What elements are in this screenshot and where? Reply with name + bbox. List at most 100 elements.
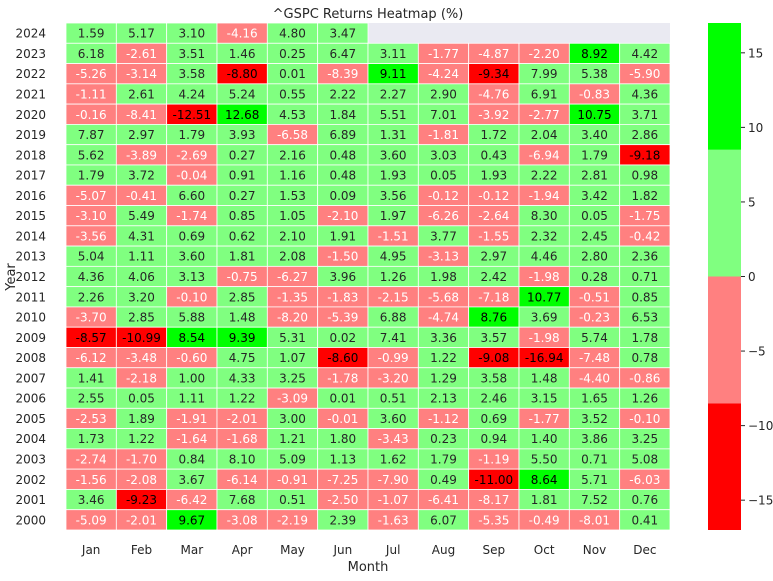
colorbar-tick-label: 0	[748, 270, 756, 284]
x-axis-label: Month	[348, 560, 389, 575]
cell-value-label: -1.64	[176, 432, 207, 446]
cell-value-label: 2.46	[480, 392, 507, 406]
cell-value-label: 5.88	[178, 311, 205, 325]
cell-value-label: -0.16	[76, 108, 107, 122]
cell-value-label: 0.69	[178, 229, 205, 243]
cell-value-label: 6.88	[380, 311, 407, 325]
cell-value-label: -1.74	[176, 209, 207, 223]
cell-value-label: 8.92	[581, 47, 608, 61]
cell-value-label: -0.99	[378, 351, 409, 365]
cell-value-label: -2.01	[126, 513, 157, 527]
cell-value-label: 0.49	[430, 473, 457, 487]
y-tick-label: 2001	[15, 493, 46, 507]
cell-value-label: -5.07	[76, 189, 107, 203]
cell-value-label: 1.73	[78, 432, 105, 446]
cell-value-label: 1.22	[128, 432, 155, 446]
cell-value-label: 2.97	[128, 128, 155, 142]
cell-value-label: 3.58	[178, 67, 205, 81]
cell-value-label: -0.86	[629, 371, 660, 385]
heatmap-cell-labels: 1.59 5.17 3.10 -4.16 4.80 3.47 6.18 -2.61 3.51 1.…	[76, 27, 661, 528]
y-tick-label: 2015	[15, 209, 46, 223]
cell-value-label: 5.71	[581, 473, 608, 487]
cell-value-label: 1.65	[581, 392, 608, 406]
y-tick-label: 2019	[15, 128, 46, 142]
y-tick-label: 2021	[15, 87, 46, 101]
cell-value-label: 3.67	[178, 473, 205, 487]
cell-value-label: -6.41	[428, 493, 459, 507]
cell-value-label: 0.02	[329, 331, 356, 345]
cell-value-label: 4.46	[531, 250, 558, 264]
cell-value-label: 2.32	[531, 229, 558, 243]
colorbar-tick-label: −5	[748, 345, 766, 359]
cell-value-label: 5.31	[279, 331, 306, 345]
cell-value-label: -1.83	[327, 290, 358, 304]
cell-value-label: 2.61	[128, 87, 155, 101]
heatmap-cells	[65, 22, 671, 531]
cell-value-label: 0.25	[279, 47, 306, 61]
cell-value-label: -1.70	[126, 453, 157, 467]
cell-value-label: 7.01	[430, 108, 457, 122]
colorbar-tick-label: −15	[748, 494, 773, 508]
cell-value-label: 2.80	[581, 250, 608, 264]
cell-value-label: -1.12	[428, 412, 459, 426]
cell-value-label: 6.18	[78, 47, 105, 61]
cell-value-label: 1.29	[430, 371, 457, 385]
cell-value-label: 2.42	[480, 270, 507, 284]
cell-value-label: 2.26	[78, 290, 105, 304]
cell-value-label: 1.21	[279, 432, 306, 446]
cell-value-label: -5.26	[76, 67, 107, 81]
cell-value-label: 2.86	[631, 128, 658, 142]
cell-value-label: -6.12	[76, 351, 107, 365]
y-tick-label: 2011	[15, 290, 46, 304]
cell-value-label: 12.68	[225, 108, 259, 122]
cell-value-label: 0.85	[229, 209, 256, 223]
cell-value-label: 4.31	[128, 229, 155, 243]
cell-value-label: 0.01	[279, 67, 306, 81]
cell-value-label: 3.93	[229, 128, 256, 142]
cell-value-label: -6.42	[176, 493, 207, 507]
cell-value-label: 6.91	[531, 87, 558, 101]
cell-value-label: 0.27	[229, 148, 256, 162]
y-tick-label: 2006	[15, 392, 46, 406]
cell-value-label: -5.39	[327, 311, 358, 325]
heatmap-cell	[619, 509, 671, 531]
cell-value-label: -3.08	[227, 513, 258, 527]
cell-value-label: -0.12	[428, 189, 459, 203]
cell-value-label: -9.18	[629, 148, 660, 162]
cell-value-label: 7.41	[380, 331, 407, 345]
cell-value-label: -3.48	[126, 351, 157, 365]
cell-value-label: 2.81	[581, 169, 608, 183]
cell-value-label: 2.10	[279, 229, 306, 243]
colorbar-segment	[708, 23, 741, 150]
cell-value-label: -4.24	[428, 67, 459, 81]
colorbar-tick-label: 5	[748, 195, 756, 209]
cell-value-label: -1.56	[76, 473, 107, 487]
cell-value-label: 1.81	[531, 493, 558, 507]
cell-value-label: -3.20	[378, 371, 409, 385]
cell-value-label: 3.46	[78, 493, 105, 507]
colorbar-segment	[708, 149, 741, 277]
cell-value-label: -1.51	[378, 229, 409, 243]
cell-value-label: -6.58	[277, 128, 308, 142]
cell-value-label: 5.50	[531, 453, 558, 467]
y-tick-label: 2008	[15, 351, 46, 365]
cell-value-label: -8.01	[579, 513, 610, 527]
cell-value-label: -0.75	[227, 270, 258, 284]
cell-value-label: 3.60	[380, 148, 407, 162]
cell-value-label: 3.11	[380, 47, 407, 61]
cell-value-label: -4.74	[428, 311, 459, 325]
cell-value-label: 4.33	[229, 371, 256, 385]
cell-value-label: 3.51	[178, 47, 205, 61]
cell-value-label: -9.08	[478, 351, 509, 365]
cell-value-label: 1.41	[78, 371, 105, 385]
cell-value-label: 3.57	[480, 331, 507, 345]
cell-value-label: -8.17	[478, 493, 509, 507]
y-tick-label: 2009	[15, 331, 46, 345]
cell-value-label: 3.42	[581, 189, 608, 203]
cell-value-label: 2.85	[229, 290, 256, 304]
cell-value-label: 8.30	[531, 209, 558, 223]
cell-value-label: 3.69	[531, 311, 558, 325]
cell-value-label: 10.75	[577, 108, 611, 122]
cell-value-label: 1.93	[380, 169, 407, 183]
cell-value-label: 4.24	[178, 87, 205, 101]
